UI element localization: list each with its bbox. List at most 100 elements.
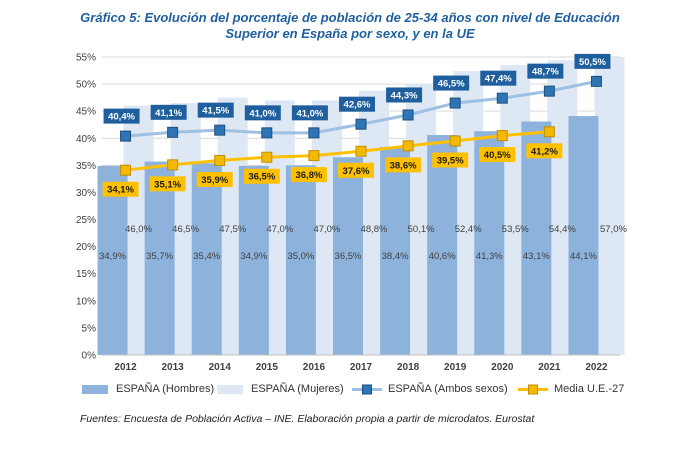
label-box-ue-2018 <box>385 157 422 173</box>
label-box-ambos-2018 <box>386 87 423 103</box>
label-ambos-2012: 40,4% <box>108 112 135 123</box>
marker-ambos-2012 <box>120 130 132 142</box>
legend-label-ambos: ESPAÑA (Ambos sexos) <box>388 383 508 395</box>
y-tick-label: 55% <box>76 53 96 64</box>
marker-ue-2012 <box>120 164 132 176</box>
marker-ambos-2020 <box>496 92 508 104</box>
label-ambos-2016: 41,0% <box>296 108 323 119</box>
label-box-ue-2016 <box>290 167 327 183</box>
bar-label-mujeres-2022: 57,0% <box>600 224 627 235</box>
label-ue-2019: 39,5% <box>437 155 464 166</box>
label-ambos-2018: 44,3% <box>391 90 418 101</box>
chart-title-line-2: Superior en España por sexo, y en la UE <box>225 26 475 41</box>
x-tick-label-2017: 2017 <box>350 362 373 373</box>
label-ambos-2013: 41,1% <box>155 108 182 119</box>
y-tick-label: 40% <box>76 134 96 145</box>
label-box-ambos-2014 <box>197 102 234 118</box>
x-tick-label-2018: 2018 <box>397 362 420 373</box>
label-box-ambos-2012 <box>103 108 140 124</box>
bar-label-mujeres-2012: 46,0% <box>125 224 152 235</box>
legend-label-ue: Media U.E.-27 <box>554 383 625 395</box>
label-box-ambos-2020 <box>480 70 517 86</box>
x-tick-label-2013: 2013 <box>162 362 185 373</box>
bar-label-mujeres-2015: 47,0% <box>266 224 293 235</box>
label-box-ue-2013 <box>149 176 186 192</box>
bar-label-hombres-2015: 34,9% <box>240 251 267 262</box>
x-tick-label-2012: 2012 <box>114 362 137 373</box>
bar-hombres-2014 <box>191 163 222 355</box>
bar-hombres-2016 <box>285 165 316 355</box>
marker-ambos-2021 <box>543 85 555 97</box>
label-ue-2016: 36,8% <box>295 170 322 181</box>
source-note: Fuentes: Encuesta de Población Activa – … <box>80 413 535 425</box>
marker-ambos-2017 <box>355 118 367 130</box>
label-box-ambos-2022 <box>574 53 611 69</box>
bar-hombres-2012 <box>97 165 128 355</box>
x-tick-label-2019: 2019 <box>444 362 467 373</box>
marker-ambos-2014 <box>214 124 226 136</box>
bar-label-hombres-2017: 36,5% <box>335 251 362 262</box>
bar-label-hombres-2016: 35,0% <box>287 251 314 262</box>
bar-label-mujeres-2019: 52,4% <box>455 224 482 235</box>
line-media-ue <box>125 130 550 172</box>
bar-hombres-2015 <box>238 165 269 355</box>
bar-label-hombres-2021: 43,1% <box>523 251 550 262</box>
marker-ue-2018 <box>402 140 414 152</box>
marker-ambos-2015 <box>261 127 273 139</box>
legend-label-mujeres: ESPAÑA (Mujeres) <box>251 383 344 395</box>
bar-label-hombres-2018: 38,4% <box>382 251 409 262</box>
label-box-ue-2019 <box>432 152 469 168</box>
label-ue-2014: 35,9% <box>201 175 228 186</box>
bar-hombres-2020 <box>474 131 505 355</box>
marker-ambos-2022 <box>590 75 602 87</box>
y-tick-label: 30% <box>76 188 96 199</box>
label-box-ue-2017 <box>338 162 374 178</box>
label-ue-2013: 35,1% <box>154 179 181 190</box>
label-ue-2012: 34,1% <box>107 185 134 196</box>
y-tick-label: 5% <box>82 323 97 334</box>
bar-hombres-2022 <box>568 116 599 355</box>
label-ambos-2015: 41,0% <box>249 108 276 119</box>
bar-label-hombres-2020: 41,3% <box>476 251 503 262</box>
label-ue-2021: 41,2% <box>531 146 558 157</box>
y-tick-label: 25% <box>76 215 96 226</box>
marker-ambos-2013 <box>167 126 179 138</box>
label-box-ue-2021 <box>526 143 563 159</box>
bar-label-mujeres-2016: 47,0% <box>313 224 340 235</box>
bar-label-mujeres-2020: 53,5% <box>502 224 529 235</box>
marker-ue-2020 <box>496 130 508 142</box>
bar-label-mujeres-2018: 50,1% <box>408 224 435 235</box>
y-tick-label: 15% <box>76 269 96 280</box>
label-box-ambos-2019 <box>433 75 470 91</box>
label-box-ue-2020 <box>479 147 516 163</box>
x-tick-label-2020: 2020 <box>491 362 514 373</box>
bar-label-mujeres-2014: 47,5% <box>219 224 246 235</box>
bar-label-hombres-2019: 40,6% <box>429 251 456 262</box>
label-ambos-2019: 46,5% <box>438 79 465 90</box>
bar-hombres-2019 <box>427 135 458 355</box>
y-tick-label: 45% <box>76 107 96 118</box>
bar-hombres-2021 <box>521 121 552 355</box>
bar-hombres-2017 <box>333 157 363 355</box>
x-tick-label-2014: 2014 <box>209 362 232 373</box>
marker-ue-2021 <box>543 126 555 138</box>
bar-label-mujeres-2017: 48,8% <box>361 224 388 235</box>
label-box-ue-2014 <box>196 171 233 187</box>
y-tick-label: 50% <box>76 80 96 91</box>
legend: ESPAÑA (Hombres) ESPAÑA (Mujeres) ESPAÑA… <box>0 382 700 398</box>
marker-ambos-2019 <box>449 97 461 109</box>
y-tick-label: 10% <box>76 296 96 307</box>
label-box-ue-2015 <box>243 168 280 184</box>
x-tick-label-2016: 2016 <box>303 362 326 373</box>
bar-label-mujeres-2013: 46,5% <box>172 224 199 235</box>
x-tick-label-2022: 2022 <box>585 362 608 373</box>
bar-label-hombres-2013: 35,7% <box>146 251 173 262</box>
marker-ue-2016 <box>308 150 320 162</box>
label-box-ue-2012 <box>102 181 139 197</box>
x-tick-label-2015: 2015 <box>256 362 279 373</box>
x-tick-label-2021: 2021 <box>538 362 561 373</box>
legend-swatch-mujeres <box>217 385 243 394</box>
label-ue-2018: 38,6% <box>390 160 417 171</box>
label-ambos-2014: 41,5% <box>202 106 229 117</box>
label-box-ambos-2016 <box>291 105 328 121</box>
